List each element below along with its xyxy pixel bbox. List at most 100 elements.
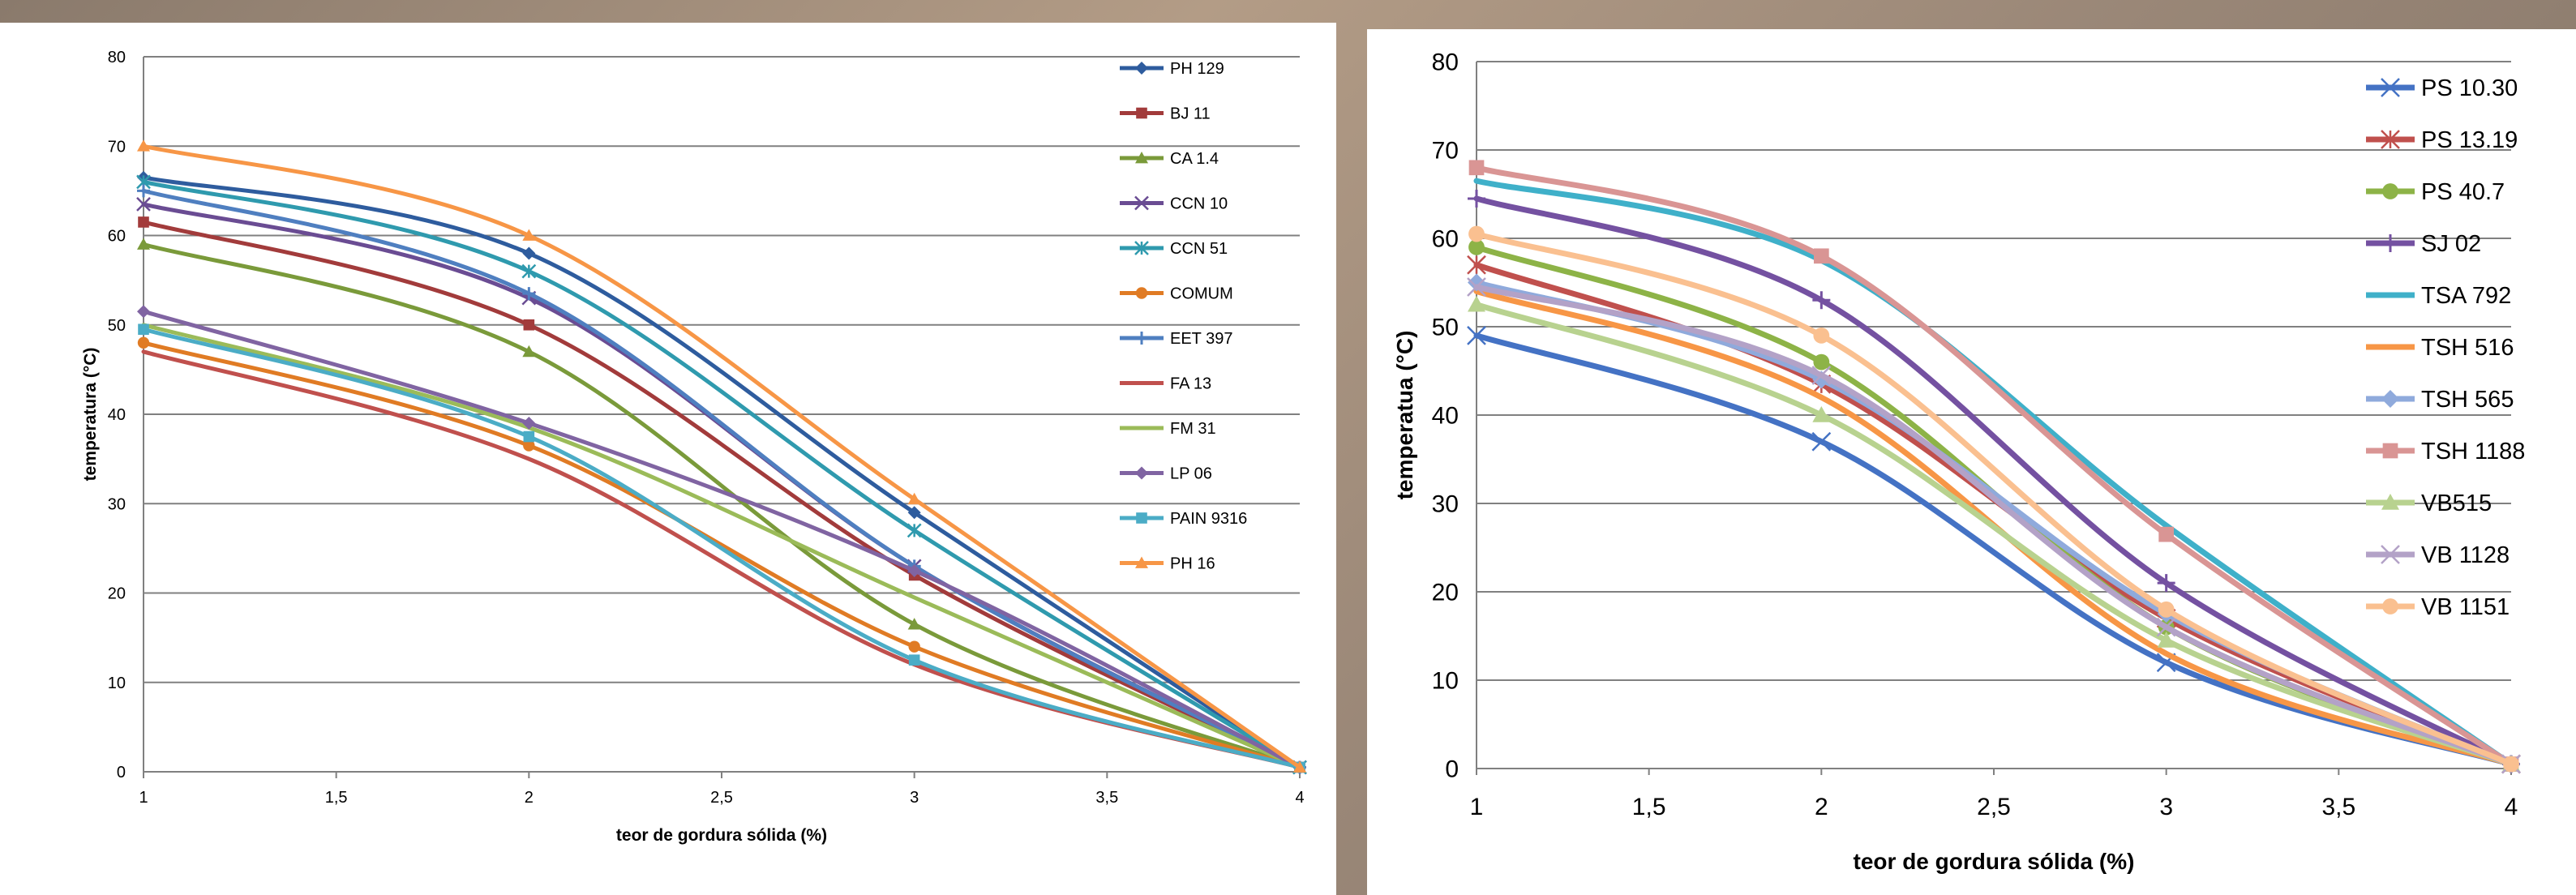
legend-label: TSH 1188 [2421, 439, 2525, 465]
data-point-ph-129 [522, 246, 536, 260]
legend-marker [2381, 234, 2399, 252]
legend-marker [1135, 556, 1148, 568]
y-tick-label: 50 [108, 317, 126, 335]
legend-marker [1134, 241, 1149, 255]
data-point-sj-02 [1812, 291, 1831, 310]
legend-item-tsh-516: TSH 516 [2366, 335, 2514, 361]
series-line-ph-129 [141, 175, 1302, 769]
x-tick-label: 2 [525, 789, 534, 807]
series-line-vb515 [1473, 302, 2514, 768]
y-tick-label: 80 [108, 49, 126, 66]
data-point-bj-11 [523, 319, 535, 331]
data-point-ps-10-30 [1811, 431, 1832, 452]
data-point-lp-06 [907, 563, 921, 577]
series-line-ccn-51 [141, 179, 1302, 769]
right-chart-panel: 0 10 20 30 40 50 60 70 80 1 1,5 2 2,5 3 3,5 4 teor de go… [1367, 29, 2576, 895]
x-tick-label: 3 [910, 789, 919, 807]
series-line-tsh-1188 [1473, 165, 2514, 768]
series-ps-13-19 [1467, 255, 2521, 774]
y-tick-label: 0 [117, 764, 126, 782]
series-line-lp-06 [141, 309, 1302, 769]
legend-label: LP 06 [1170, 465, 1212, 483]
y-tick-label: 50 [1432, 315, 1459, 341]
series-sj-02 [1468, 189, 2520, 773]
legend-label: TSA 792 [2421, 283, 2511, 309]
legend-marker [1136, 512, 1147, 524]
y-tick-label: 40 [1432, 403, 1459, 430]
data-point-pain-9316 [523, 430, 535, 443]
legend-label: FA 13 [1170, 375, 1211, 393]
series-line-vb-1151 [1473, 231, 2514, 768]
legend-label: PH 129 [1170, 60, 1224, 78]
legend-label: VB515 [2421, 490, 2492, 516]
legend-item-vb-1151: VB 1151 [2366, 594, 2510, 620]
series-bj-11 [138, 216, 1305, 773]
data-point-vb-1128 [2156, 617, 2176, 637]
legend-item-tsa-792: TSA 792 [2366, 283, 2511, 309]
x-tick-label: 2,5 [1977, 794, 2011, 820]
y-tick-label: 30 [1432, 491, 1459, 518]
data-point-bj-11 [138, 216, 149, 228]
x-tick-label: 4 [2505, 794, 2518, 820]
data-point-sj-02 [1468, 189, 1485, 208]
legend-item-lp-06: LP 06 [1120, 465, 1212, 483]
x-axis-title: teor de gordura sólida (%) [616, 826, 827, 845]
y-tick-label: 0 [1445, 756, 1459, 783]
data-point-ps-10-30 [1467, 326, 1486, 345]
legend-label: CCN 51 [1170, 240, 1228, 258]
y-axis-title: temperatua (°C) [1392, 331, 1417, 500]
legend-marker [2381, 78, 2400, 97]
y-tick-label: 10 [108, 674, 126, 692]
series-line-vb-1128 [1473, 284, 2514, 768]
data-point-ph-129 [907, 506, 921, 520]
series-line-pain-9316 [141, 327, 1302, 769]
x-tick-label: 1 [1470, 794, 1484, 820]
y-axis-title: temperatura (°C) [81, 348, 100, 482]
data-point-comum [908, 640, 920, 653]
data-point-ps-40-7 [1468, 239, 1485, 255]
y-tick-label: 40 [108, 406, 126, 424]
legend-item-tsh-565: TSH 565 [2366, 387, 2514, 413]
x-tick-label: 2 [1815, 794, 1828, 820]
data-point-sj-02 [2157, 574, 2175, 593]
legend-marker [1134, 195, 1149, 211]
series-fm-31 [141, 323, 1302, 769]
legend-item-ca-1-4: CA 1.4 [1120, 150, 1219, 168]
y-tick-label: 70 [1432, 138, 1459, 165]
legend-item-bj-11: BJ 11 [1120, 105, 1211, 123]
legend-label: PS 40.7 [2421, 179, 2505, 205]
data-point-ph-16 [522, 229, 536, 241]
legend-item-fa-13: FA 13 [1120, 375, 1211, 393]
legend-item-ps-10-30: PS 10.30 [2366, 75, 2518, 101]
x-tick-label: 1 [139, 789, 148, 807]
legend-item-vb515: VB515 [2366, 490, 2492, 516]
legend-label: EET 397 [1170, 330, 1232, 348]
data-point-ps-13-19 [1467, 255, 1486, 275]
legend-label: BJ 11 [1170, 105, 1211, 123]
data-point-vb-1151 [2503, 756, 2519, 773]
data-point-lp-06 [137, 305, 150, 319]
x-tick-label: 3 [2159, 794, 2173, 820]
series-lp-06 [137, 305, 1306, 774]
data-point-vb-1128 [1467, 277, 1486, 297]
data-point-ccn-51 [521, 263, 537, 279]
legend-marker [2381, 494, 2399, 510]
legend-marker [1136, 107, 1147, 119]
y-tick-label: 10 [1432, 668, 1459, 695]
legend-item-comum: COMUM [1120, 285, 1233, 303]
legend: PH 129 BJ 11 CA 1.4 CCN 10 CCN 51 COMUM EET 39… [1120, 60, 1247, 573]
series-ph-16 [137, 139, 1306, 773]
legend-label: PS 13.19 [2421, 127, 2518, 153]
data-point-tsh-1188 [1813, 248, 1829, 264]
legend-marker [2382, 443, 2398, 459]
data-point-vb515 [2157, 631, 2175, 648]
y-tick-label: 70 [108, 138, 126, 156]
series-vb-1151 [1468, 225, 2519, 773]
legend-marker [2381, 545, 2400, 564]
data-point-ccn-51 [907, 523, 922, 538]
data-point-pain-9316 [138, 323, 149, 336]
y-tick-label: 30 [108, 495, 126, 513]
legend-marker [2382, 598, 2398, 615]
data-point-vb515 [1812, 406, 1831, 422]
series-eet-397 [137, 184, 1306, 774]
